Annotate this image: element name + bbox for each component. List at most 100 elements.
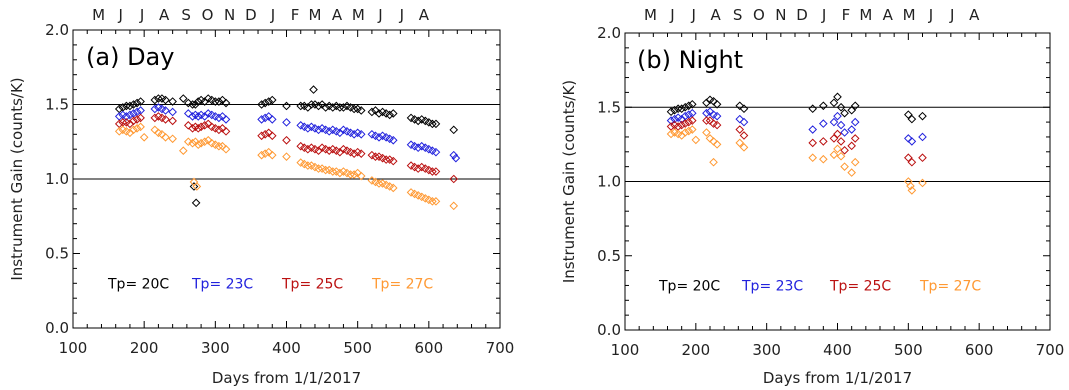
night-point-tp20c <box>847 105 856 115</box>
night-point-tp23c <box>850 117 860 127</box>
night-y-tick-label: 0.5 <box>597 247 621 265</box>
night-month-label: J <box>690 6 695 24</box>
day-point-tp27c <box>221 144 231 154</box>
night-point-tp27c <box>680 128 690 137</box>
day-point-tp23c <box>353 128 362 138</box>
day-point-tp23c <box>267 115 277 124</box>
day-point-tp27c <box>118 125 128 135</box>
day-panel-title: (a) Day <box>86 43 174 71</box>
night-point-tp27c <box>829 150 839 160</box>
day-point-tp25c <box>188 124 197 133</box>
day-point-tp25c <box>381 155 391 164</box>
day-point-tp25c <box>420 164 430 173</box>
day-point-tp25c <box>349 149 359 158</box>
day-y-tick-label: 0.5 <box>45 245 69 263</box>
night-month-label: S <box>733 6 743 24</box>
day-point-tp20c <box>449 125 459 135</box>
day-point-tp27c <box>385 182 394 191</box>
day-x-tick-label: 500 <box>343 339 372 357</box>
day-point-tp25c <box>296 141 306 151</box>
night-y-tick-label: 1.5 <box>597 98 621 116</box>
day-point-tp25c <box>371 152 380 161</box>
day-month-label: F <box>291 6 300 24</box>
night-legend-entry: Tp= 27C <box>919 278 981 294</box>
day-y-tick-label: 1.5 <box>45 96 69 114</box>
day-month-label: O <box>202 6 214 24</box>
day-point-tp20c <box>378 107 387 117</box>
night-point-tp27c <box>808 153 818 163</box>
night-point-tp20c <box>666 107 676 117</box>
day-point-tp23c <box>303 124 313 133</box>
day-point-tp25c <box>449 174 459 184</box>
night-point-tp20c <box>670 105 679 115</box>
day-point-tp23c <box>431 147 441 157</box>
night-point-tp25c <box>673 122 683 131</box>
night-point-tp27c <box>670 128 679 137</box>
night-month-label: J <box>669 6 674 24</box>
day-point-tp25c <box>328 144 338 154</box>
day-point-tp23c <box>188 112 197 121</box>
night-point-tp25c <box>829 134 839 143</box>
day-month-label: J <box>399 6 404 24</box>
night-point-tp23c <box>829 117 839 127</box>
day-point-tp23c <box>349 129 359 139</box>
night-month-label: M <box>903 6 916 24</box>
day-point-tp23c <box>221 115 231 124</box>
day-point-tp23c <box>428 146 437 155</box>
night-x-tick-label: 200 <box>682 341 711 359</box>
night-point-tp25c <box>918 153 927 163</box>
night-legend-entry: Tp= 23C <box>741 278 803 294</box>
night-point-tp25c <box>833 129 842 139</box>
day-point-tp23c <box>367 129 377 139</box>
day-point-tp25c <box>413 164 423 173</box>
day-point-tp23c <box>314 125 323 135</box>
night-month-label: J <box>928 6 933 24</box>
day-point-tp25c <box>353 147 362 157</box>
day-point-tp27c <box>296 158 306 167</box>
day-point-tp23c <box>214 113 224 123</box>
day-point-tp20c <box>356 106 366 115</box>
day-point-tp23c <box>310 124 320 133</box>
night-month-label: O <box>753 6 765 24</box>
day-point-tp25c <box>406 161 416 170</box>
day-point-tp27c <box>310 162 320 172</box>
night-y-tick-label: 0.0 <box>597 321 621 339</box>
night-month-label: M <box>859 6 872 24</box>
day-point-tp23c <box>374 132 384 142</box>
day-point-tp25c <box>136 113 145 123</box>
day-y-tick-label: 1.0 <box>45 170 69 188</box>
night-point-tp27c <box>712 140 722 149</box>
night-point-tp27c <box>739 143 749 152</box>
night-y-axis-label: Instrument Gain (counts/K) <box>560 80 578 283</box>
night-point-tp23c <box>666 116 676 125</box>
day-point-tp27c <box>342 168 352 178</box>
day-point-tp25c <box>157 113 167 123</box>
day-point-tp25c <box>367 150 377 160</box>
day-point-tp27c <box>388 183 398 193</box>
day-month-label: J <box>377 6 382 24</box>
night-point-tp20c <box>680 102 690 112</box>
day-point-tp27c <box>449 201 459 211</box>
day-point-tp23c <box>328 125 338 135</box>
day-point-tp27c <box>413 191 423 200</box>
day-point-tp25c <box>321 144 330 154</box>
day-point-tp27c <box>192 182 202 191</box>
day-point-tp27c <box>367 176 377 185</box>
day-point-tp27c <box>420 194 430 203</box>
day-point-tp23c <box>307 122 316 132</box>
night-point-tp27c <box>709 157 718 167</box>
day-point-tp27c <box>349 170 359 179</box>
night-point-tp25c <box>847 141 856 151</box>
night-point-tp25c <box>712 120 722 130</box>
day-point-tp23c <box>420 143 430 153</box>
night-point-tp27c <box>840 162 849 171</box>
day-point-tp25c <box>431 167 441 176</box>
night-point-tp27c <box>850 157 860 167</box>
night-point-tp25c <box>702 116 711 125</box>
night-point-tp25c <box>907 157 917 167</box>
day-point-tp27c <box>179 146 188 155</box>
night-point-tp27c <box>836 151 846 161</box>
day-x-tick-label: 700 <box>486 339 515 357</box>
night-point-tp27c <box>907 186 917 195</box>
